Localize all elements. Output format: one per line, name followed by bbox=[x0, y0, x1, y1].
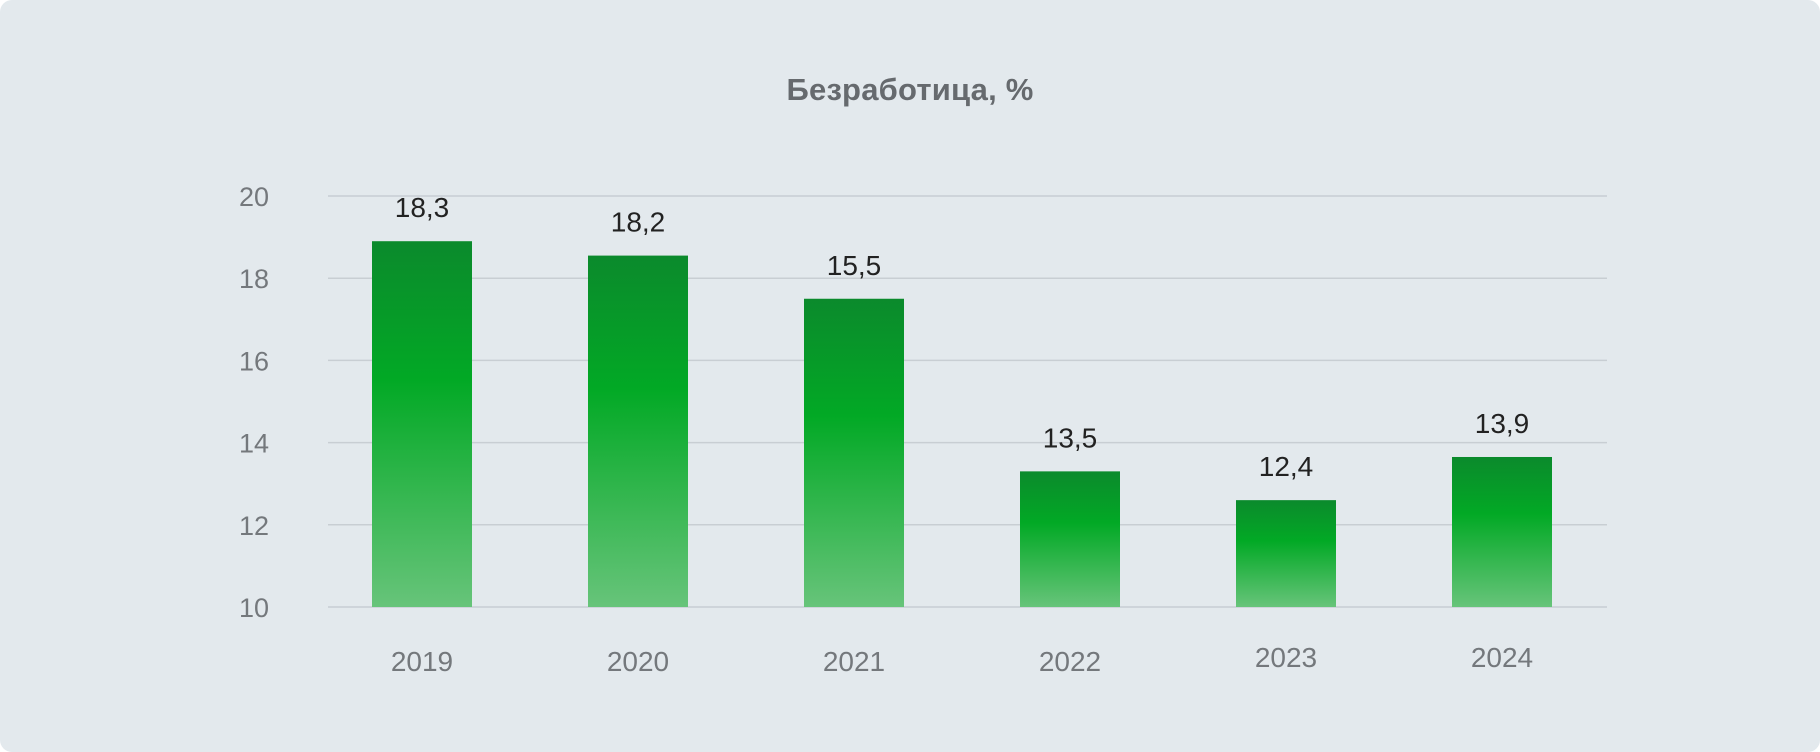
y-axis-ticks: 10 12 14 16 18 20 bbox=[239, 182, 269, 623]
data-label-2020: 18,2 bbox=[611, 207, 666, 238]
y-tick-label: 14 bbox=[239, 429, 269, 459]
x-axis-ticks: 2019 2020 2021 2022 2023 2024 bbox=[391, 642, 1533, 677]
bar-2023 bbox=[1236, 500, 1336, 607]
bar-2020 bbox=[588, 255, 688, 607]
x-tick-label-2019: 2019 bbox=[391, 646, 453, 677]
bars bbox=[372, 241, 1552, 607]
x-tick-label-2024: 2024 bbox=[1471, 642, 1533, 673]
bar-2024 bbox=[1452, 456, 1552, 607]
y-tick-label: 12 bbox=[239, 511, 269, 541]
data-label-2022: 13,5 bbox=[1043, 422, 1098, 453]
y-tick-label: 20 bbox=[239, 182, 269, 212]
y-tick-label: 16 bbox=[239, 346, 269, 376]
bar-2022 bbox=[1020, 471, 1120, 607]
bar-2021 bbox=[804, 298, 904, 607]
bar-2019 bbox=[372, 241, 472, 607]
data-labels: 18,3 18,2 15,5 13,5 12,4 13,9 bbox=[395, 192, 1530, 482]
data-label-2024: 13,9 bbox=[1475, 408, 1530, 439]
y-tick-label: 18 bbox=[239, 264, 269, 294]
y-tick-label: 10 bbox=[239, 593, 269, 623]
data-label-2021: 15,5 bbox=[827, 250, 882, 281]
x-tick-label-2022: 2022 bbox=[1039, 646, 1101, 677]
data-label-2019: 18,3 bbox=[395, 192, 450, 223]
grid-lines bbox=[328, 195, 1607, 608]
chart-title: Безработица, % bbox=[786, 72, 1034, 107]
x-tick-label-2021: 2021 bbox=[823, 646, 885, 677]
data-label-2023: 12,4 bbox=[1259, 451, 1314, 482]
x-tick-label-2023: 2023 bbox=[1255, 642, 1317, 673]
x-tick-label-2020: 2020 bbox=[607, 646, 669, 677]
